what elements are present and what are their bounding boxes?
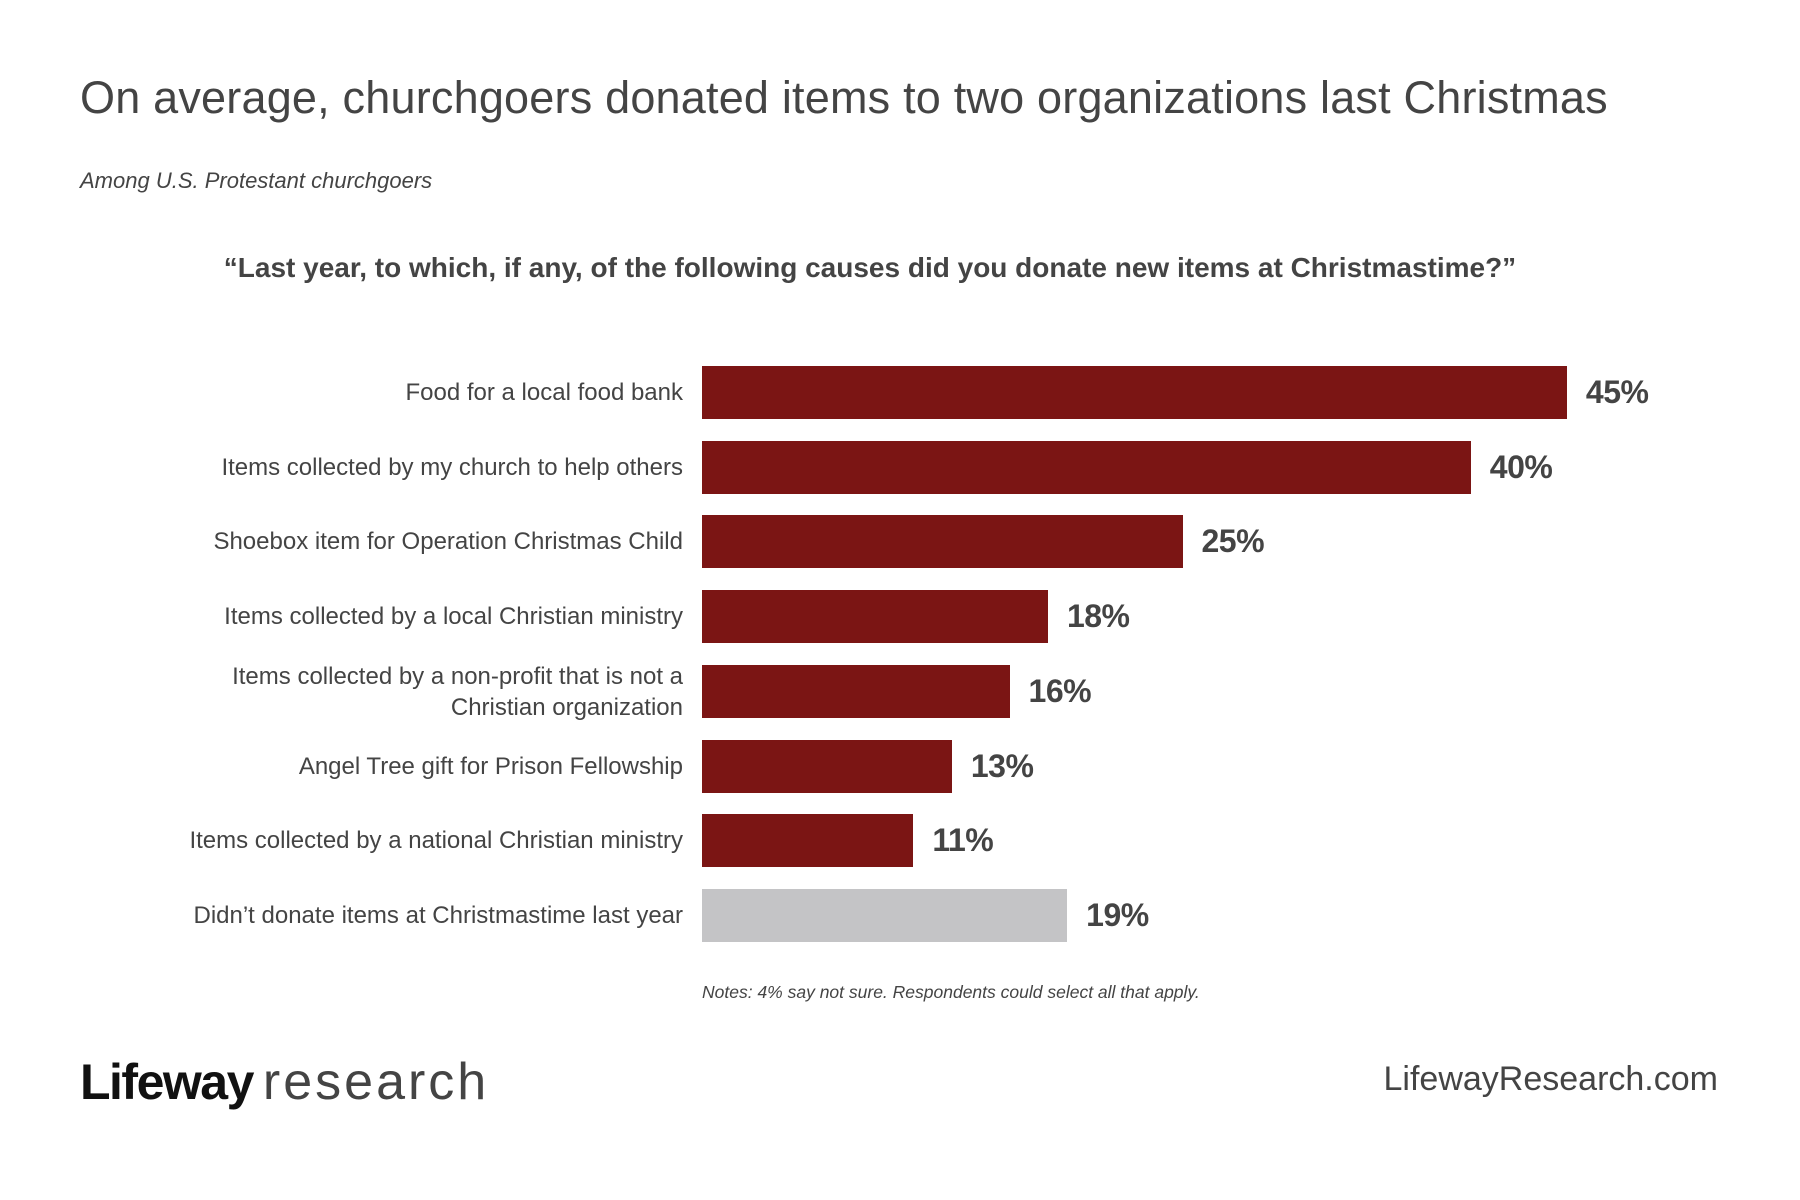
bar-label: Shoebox item for Operation Christmas Chi… xyxy=(213,528,683,555)
bar xyxy=(702,515,1183,568)
bar-row-church: Items collected by my church to help oth… xyxy=(0,441,1800,494)
bar xyxy=(702,889,1068,942)
survey-question: “Last year, to which, if any, of the fol… xyxy=(0,252,1800,284)
bar-label: Items collected by a national Christian … xyxy=(189,827,683,854)
bar-value-label: 13% xyxy=(970,748,1034,784)
lifeway-research-logo: Lifeway research xyxy=(80,1052,489,1112)
bar xyxy=(702,665,1010,718)
chart-title: On average, churchgoers donated items to… xyxy=(80,72,1608,123)
bar-row-non-profit: Items collected by a non-profit that is … xyxy=(0,663,1800,721)
survey-question-text: “Last year, to which, if any, of the fol… xyxy=(223,252,1517,283)
bar-value-label: 11% xyxy=(932,822,994,858)
logo-brand-text: Lifeway xyxy=(80,1054,254,1110)
bar-value-label: 19% xyxy=(1086,897,1149,933)
bar-value-label: 45% xyxy=(1585,374,1649,410)
bar-row-angel-tree: Angel Tree gift for Prison Fellowship 13… xyxy=(0,740,1800,793)
bar xyxy=(702,814,914,867)
logo-sub-text: research xyxy=(262,1053,490,1111)
bar-label: Items collected by a local Christian min… xyxy=(224,603,683,630)
bar-row-food-bank: Food for a local food bank 45% xyxy=(0,366,1800,419)
bar-row-local-ministry: Items collected by a local Christian min… xyxy=(0,590,1800,643)
bar-value-label: 16% xyxy=(1028,673,1092,709)
bar-label: Angel Tree gift for Prison Fellowship xyxy=(298,753,683,780)
bar-label: Didn’t donate items at Christmastime las… xyxy=(193,902,683,929)
bar-value-label: 40% xyxy=(1489,449,1553,485)
bar-value-label: 25% xyxy=(1201,523,1265,559)
bar xyxy=(702,590,1048,643)
bar xyxy=(702,366,1567,419)
bar-label: Items collected by my church to help oth… xyxy=(221,454,683,481)
bar-row-national-ministry: Items collected by a national Christian … xyxy=(0,814,1800,867)
bar-value-label: 18% xyxy=(1066,598,1130,634)
bar-label: Items collected by a non-profit that is … xyxy=(83,663,683,721)
chart-subtitle: Among U.S. Protestant churchgoers xyxy=(80,168,433,193)
bar-label-line2: Christian organization xyxy=(450,693,683,721)
site-url: LifewayResearch.com xyxy=(1383,1060,1718,1098)
chart-notes: Notes: 4% say not sure. Respondents coul… xyxy=(702,982,1200,1002)
bar-row-did-not-donate: Didn’t donate items at Christmastime las… xyxy=(0,889,1800,942)
bar-row-shoebox: Shoebox item for Operation Christmas Chi… xyxy=(0,515,1800,568)
bar xyxy=(702,740,952,793)
bar xyxy=(702,441,1471,494)
bar-label: Food for a local food bank xyxy=(405,379,683,406)
bar-label-line1: Items collected by a non-profit that is … xyxy=(232,662,683,690)
